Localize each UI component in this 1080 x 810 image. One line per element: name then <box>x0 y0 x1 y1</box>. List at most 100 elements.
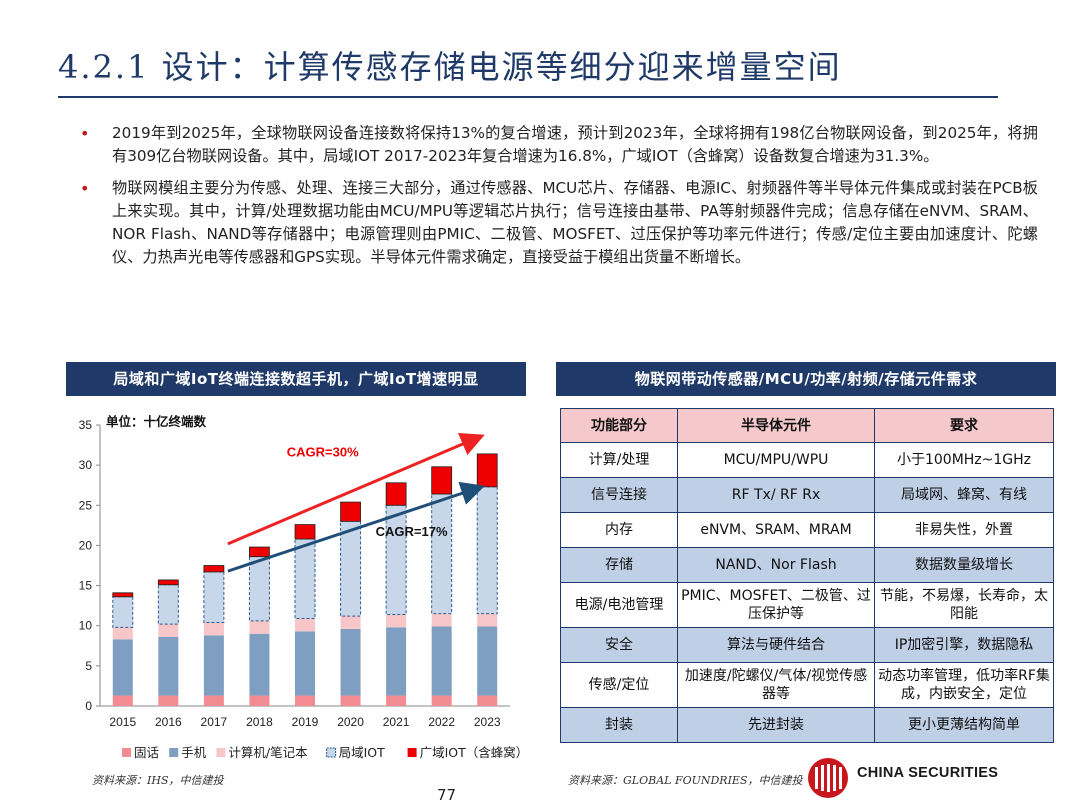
cagr-annotation: CAGR=17% <box>376 524 448 539</box>
table-cell: 更小更薄结构简单 <box>874 707 1054 743</box>
bullet-dot-icon: • <box>80 179 90 198</box>
table-cell: IP加密引擎，数据隐私 <box>874 627 1054 663</box>
table-cell: MCU/MPU/WPU <box>677 442 875 478</box>
right-source: 资料来源：GLOBAL FOUNDRIES，中信建投 <box>568 774 803 787</box>
x-tick-label: 2018 <box>246 715 273 729</box>
column-header: 半导体元件 <box>677 408 875 443</box>
bar-segment <box>112 627 133 640</box>
bar-segment <box>294 538 316 619</box>
bar-segment <box>431 626 452 696</box>
unit-label: 单位：十亿终端数 <box>106 414 207 429</box>
bar-segment <box>385 482 407 506</box>
left-source: 资料来源：IHS，中信建投 <box>92 774 224 787</box>
legend-label: 固话 <box>134 745 159 760</box>
bar-segment <box>340 616 361 629</box>
table-row: 内存 eNVM、SRAM、MRAM 非易失性，外置 <box>560 512 1054 548</box>
legend-swatch <box>407 748 417 757</box>
bar-segment <box>340 520 362 617</box>
legend-label: 局域IOT <box>339 745 386 760</box>
x-tick-label: 2023 <box>474 715 501 729</box>
table-cell: 节能，不易爆，长寿命，太阳能 <box>874 582 1054 628</box>
bar-segment <box>249 633 270 696</box>
bar-segment <box>249 620 270 634</box>
bar-segment <box>157 579 179 586</box>
table-cell: eNVM、SRAM、MRAM <box>677 512 875 548</box>
x-tick-label: 2019 <box>292 715 319 729</box>
table-cell: 非易失性，外置 <box>874 512 1054 548</box>
logo-text: CHINA SECURITIES <box>857 765 999 781</box>
table-row: 信号连接 RF Tx/ RF Rx 局域网、蜂窝、有线 <box>560 477 1054 513</box>
title-divider <box>58 96 998 98</box>
bar-segment <box>386 627 407 696</box>
bar-segment <box>295 618 315 632</box>
bar-segment <box>431 695 452 706</box>
bar-segment <box>203 622 224 636</box>
bullet-dot-icon: • <box>80 124 90 143</box>
x-tick-label: 2021 <box>383 715 410 729</box>
y-tick-label: 20 <box>79 538 93 552</box>
bar-segment <box>248 556 270 622</box>
table-cell: 电源/电池管理 <box>560 582 678 628</box>
table-row: 封装 先进封装 更小更薄结构简单 <box>560 707 1054 743</box>
bar-segment <box>431 613 452 627</box>
page-title: 4.2.1 设计：计算传感存储电源等细分迎来增量空间 <box>58 48 842 86</box>
bar-segment <box>476 486 498 615</box>
bar-segment <box>386 614 407 628</box>
y-tick-label: 15 <box>79 579 93 593</box>
column-header: 要求 <box>874 408 1054 443</box>
table-header-row: 功能部分 半导体元件 要求 <box>560 408 1054 443</box>
table-cell: 内存 <box>560 512 678 548</box>
bullet-text: 物联网模组主要分为传感、处理、连接三大部分，通过传感器、MCU芯片、存储器、电源… <box>112 179 1038 266</box>
left-panel-header: 局域和广域IoT终端连接数超手机，广域IoT增速明显 <box>66 362 526 396</box>
bar-segment <box>158 695 179 706</box>
table-cell: 动态功率管理，低功率RF集成，内嵌安全，定位 <box>874 662 1054 708</box>
bar-segment <box>249 546 270 558</box>
table-cell: 封装 <box>560 707 678 743</box>
bar-segment <box>157 584 179 625</box>
x-tick-label: 2015 <box>109 715 136 729</box>
bar-segment <box>477 695 498 706</box>
table-cell: 小于100MHz~1GHz <box>874 442 1054 478</box>
bar-segment <box>477 626 498 696</box>
y-tick-label: 35 <box>79 418 93 432</box>
connections-chart: 0 5 10 15 20 25 30 35 单位：十亿终端数 2015 2016 2017 2018 20… <box>79 414 520 760</box>
bar-segment <box>340 628 361 696</box>
bullet-item: • 2019年到2025年，全球物联网设备连接数将保持13%的复合增速，预计到2… <box>78 122 1038 168</box>
page-number: 77 <box>437 786 457 804</box>
legend-swatch <box>122 748 131 757</box>
bar-segment <box>203 695 224 706</box>
y-tick-label: 10 <box>79 619 93 633</box>
bar-segment <box>158 636 179 696</box>
legend-label: 计算机/笔记本 <box>228 745 308 760</box>
table-cell: 存储 <box>560 547 678 583</box>
legend-label: 手机 <box>181 745 207 760</box>
y-tick-label: 0 <box>85 699 92 713</box>
table-cell: 信号连接 <box>560 477 678 513</box>
legend-swatch <box>216 748 226 757</box>
bar-segment <box>431 466 453 495</box>
china-securities-logo-icon <box>808 758 848 798</box>
x-tick-label: 2022 <box>428 715 455 729</box>
table-row: 电源/电池管理 PMIC、MOSFET、二极管、过压保护等 节能，不易爆，长寿命… <box>560 582 1054 628</box>
table-cell: 先进封装 <box>677 707 875 743</box>
bar-segment <box>295 695 315 706</box>
bullet-text: 2019年到2025年，全球物联网设备连接数将保持13%的复合增速，预计到202… <box>112 124 1038 165</box>
bar-segment <box>112 596 134 628</box>
y-tick-label: 25 <box>79 498 93 512</box>
legend-swatch <box>326 747 337 758</box>
x-tick-label: 2020 <box>337 715 364 729</box>
bar-segment <box>386 695 407 706</box>
bar-segment <box>112 695 133 706</box>
bar-segment <box>158 624 179 637</box>
bullet-list: • 2019年到2025年，全球物联网设备连接数将保持13%的复合增速，预计到2… <box>78 122 1038 278</box>
cagr-annotation: CAGR=30% <box>287 444 359 459</box>
trend-arrow-red <box>227 433 485 546</box>
legend-label: 广域IOT（含蜂窝） <box>420 745 520 760</box>
table-cell: 数据数量级增长 <box>874 547 1054 583</box>
bar-segment <box>203 565 225 573</box>
table-cell: 局域网、蜂窝、有线 <box>874 477 1054 513</box>
component-table: 功能部分 半导体元件 要求 计算/处理 MCU/MPU/WPU 小于100MHz… <box>560 408 1054 743</box>
y-tick-label: 5 <box>85 659 92 673</box>
y-tick-label: 30 <box>79 458 93 472</box>
table-row: 计算/处理 MCU/MPU/WPU 小于100MHz~1GHz <box>560 442 1054 478</box>
